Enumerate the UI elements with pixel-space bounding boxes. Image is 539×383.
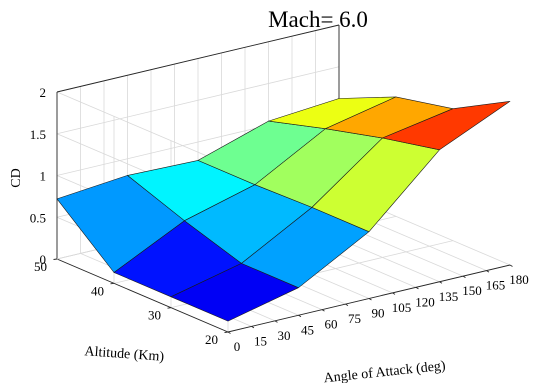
z-tick-label: 1 [40,169,47,184]
x-tick-label: 165 [486,278,506,293]
x-tick-label: 45 [301,322,314,337]
y-tick-label: 40 [91,283,104,298]
x-tick-label: 75 [348,311,361,326]
z-tick-label: 0 [40,252,47,267]
x-tick-mark [486,270,490,273]
x-tick-label: 105 [392,300,412,315]
y-tick-mark [110,282,115,285]
x-tick-label: 90 [372,306,385,321]
y-tick-label: 20 [205,332,218,347]
x-tick-label: 120 [415,294,435,309]
x-tick-mark [368,298,372,301]
x-tick-label: 135 [439,289,459,304]
x-tick-mark [227,331,231,334]
surface-layer [56,96,511,322]
grid-line [56,91,229,166]
z-tick-label: 0.5 [30,210,46,225]
y-axis-label: Altitude (Km) [84,344,165,365]
x-tick-label: 180 [509,272,529,287]
x-tick-label: 15 [254,333,267,348]
z-tick-label: 1.5 [30,127,46,142]
x-tick-label: 60 [325,317,338,332]
grid-line [56,66,340,135]
x-tick-mark [415,286,419,290]
y-tick-label: 30 [148,308,161,323]
x-tick-label: 30 [278,328,291,343]
surface-patch [382,101,511,151]
axes-layer [53,24,513,334]
x-tick-label: 150 [462,283,482,298]
y-tick-mark [224,331,229,333]
y-tick-mark [167,307,172,309]
x-tick-mark [345,303,349,306]
x-tick-mark [462,275,466,279]
axis-line [56,258,229,333]
x-tick-mark [439,281,443,284]
x-tick-mark [509,264,513,267]
z-tick-label: 2 [40,85,47,100]
x-axis-label: Angle of Attack (deg) [323,359,447,383]
x-tick-mark [392,292,396,295]
x-tick-mark [298,314,302,318]
y-tick-label: 50 [34,259,47,274]
axis-line [56,24,340,93]
x-tick-label: 0 [234,339,241,354]
x-tick-mark [321,309,325,312]
x-tick-mark [251,326,255,329]
chart-title: Mach= 6.0 [268,7,368,32]
x-tick-mark [274,320,278,323]
z-axis-label: CD [9,168,24,187]
y-tick-mark [53,258,58,260]
